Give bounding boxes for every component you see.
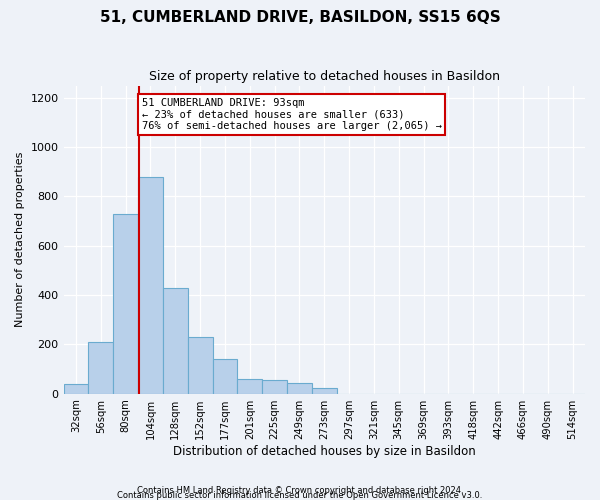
Text: Contains public sector information licensed under the Open Government Licence v3: Contains public sector information licen… [118,490,482,500]
Bar [212,359,238,394]
Bar [138,177,163,394]
Bar [312,388,337,394]
Text: 51, CUMBERLAND DRIVE, BASILDON, SS15 6QS: 51, CUMBERLAND DRIVE, BASILDON, SS15 6QS [100,10,500,25]
Bar [188,337,212,394]
Bar [238,379,262,394]
Bar [113,214,138,394]
Bar [163,288,188,394]
X-axis label: Distribution of detached houses by size in Basildon: Distribution of detached houses by size … [173,444,476,458]
Title: Size of property relative to detached houses in Basildon: Size of property relative to detached ho… [149,70,500,83]
Bar [88,342,113,394]
Bar [64,384,88,394]
Text: 51 CUMBERLAND DRIVE: 93sqm
← 23% of detached houses are smaller (633)
76% of sem: 51 CUMBERLAND DRIVE: 93sqm ← 23% of deta… [142,98,442,131]
Bar [287,382,312,394]
Y-axis label: Number of detached properties: Number of detached properties [15,152,25,328]
Bar [262,380,287,394]
Text: Contains HM Land Registry data © Crown copyright and database right 2024.: Contains HM Land Registry data © Crown c… [137,486,463,495]
